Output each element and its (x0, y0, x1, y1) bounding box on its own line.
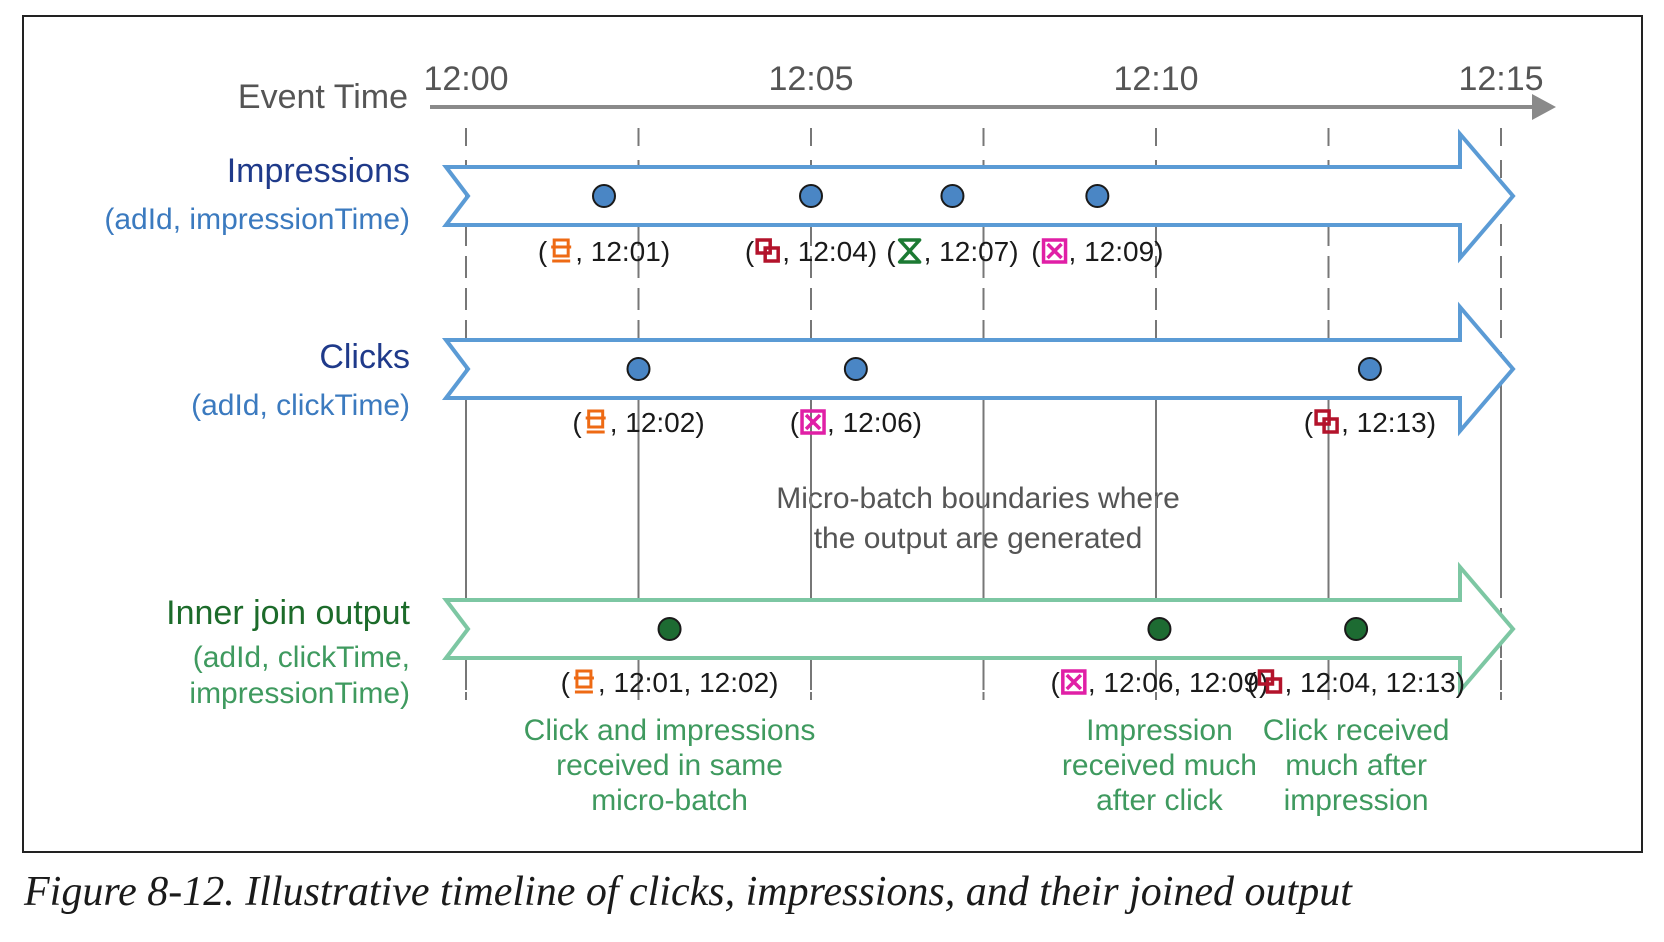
event-label: ( , 12:09) (1031, 236, 1163, 267)
output-lane-arrow (441, 561, 1516, 697)
output-note-line: much after (1285, 749, 1427, 782)
impressions-lane-arrow (441, 128, 1516, 264)
figure-caption: Figure 8-12. Illustrative timeline of cl… (24, 869, 1352, 915)
event-label-text: ( , 12:01) (538, 236, 670, 267)
overlapping-squares-icon-back (1322, 417, 1339, 434)
output-note-line: Click and impressions (524, 714, 816, 747)
event-dot (940, 184, 965, 208)
output-lane-subtitle-line1: (adId, clickTime, (193, 641, 410, 674)
axis-arrowhead (1532, 94, 1556, 120)
event-time: , 12:01, 12:02) (598, 667, 779, 698)
output-note-line: Click received (1263, 714, 1450, 747)
label-open-paren: ( (1031, 236, 1041, 267)
impressions-lane-subtitle: (adId, impressionTime) (104, 203, 410, 236)
clicks-lane-subtitle: (adId, clickTime) (191, 389, 410, 422)
axis-tick-label: 12:10 (1113, 60, 1198, 98)
crossed-box-icon (1061, 669, 1087, 695)
event-time: , 12:13) (1341, 407, 1436, 438)
event-time: , 12:04, 12:13) (1284, 667, 1465, 698)
output-lane-title: Inner join output (166, 594, 410, 632)
event-layer: ( , 12:01)( , 12:04)( , 12:07)( , 12:09)… (465, 128, 1502, 817)
event-time: , 12:02) (610, 407, 705, 438)
output-note-line: micro-batch (591, 784, 748, 817)
axis-tick-label: 12:05 (768, 60, 853, 98)
figure-frame (22, 15, 1643, 853)
event-time: , 12:06, 12:09) (1088, 667, 1269, 698)
overlapping-squares-icon-back (1265, 677, 1283, 694)
event-label: ( , 12:04) (745, 236, 877, 267)
event-label: ( , 12:01) (538, 236, 670, 267)
axis-label: Event Time (238, 78, 408, 116)
label-open-paren: ( (572, 407, 582, 438)
event-time: , 12:06) (827, 407, 922, 438)
crossed-box-icon (1041, 238, 1068, 264)
event-time: , 12:01) (575, 236, 670, 267)
output-note-line: impression (1284, 784, 1429, 817)
clicks-lane-title: Clicks (319, 338, 410, 376)
event-dot (657, 617, 682, 641)
label-open-paren: ( (745, 236, 755, 267)
crossed-box-icon-cross (1065, 673, 1083, 691)
impressions-lane-title: Impressions (227, 152, 410, 190)
event-label: ( , 12:07) (886, 236, 1018, 267)
clicks-lane-arrow (441, 301, 1516, 437)
event-dot (1344, 617, 1369, 641)
overlapping-squares-icon-back (763, 246, 780, 263)
output-note-line: received much (1062, 749, 1257, 782)
crossed-box-icon-cross (1046, 242, 1063, 260)
crossed-box-icon-cross (804, 413, 822, 431)
output-note-line: received in same (556, 749, 783, 782)
label-open-paren: ( (790, 407, 800, 438)
output-note-line: Impression (1086, 714, 1233, 747)
micro-batch-note-line2: the output are generated (814, 522, 1143, 555)
event-dot (592, 184, 616, 208)
label-open-paren: ( (1050, 667, 1060, 698)
event-dot (799, 184, 823, 208)
hourglass-icon (897, 238, 922, 264)
event-label: ( , 12:02) (572, 407, 704, 438)
event-dot (626, 357, 651, 381)
event-label-text: ( , 12:06, 12:09) (1050, 667, 1268, 698)
event-label: ( , 12:06) (790, 407, 922, 438)
event-label-text: ( , 12:04, 12:13) (1247, 667, 1465, 698)
output-note-line: after click (1096, 784, 1224, 817)
event-label-text: ( , 12:07) (886, 236, 1018, 267)
axis-tick-label: 12:00 (423, 60, 508, 98)
event-label: ( , 12:04, 12:13) (1247, 667, 1465, 698)
event-label-text: ( , 12:09) (1031, 236, 1163, 267)
event-dot (1147, 617, 1172, 641)
event-label-text: ( , 12:01, 12:02) (561, 667, 779, 698)
event-label-text: ( , 12:06) (790, 407, 922, 438)
event-label-text: ( , 12:04) (745, 236, 877, 267)
label-open-paren: ( (1247, 667, 1257, 698)
label-open-paren: ( (561, 667, 571, 698)
event-time: , 12:04) (782, 236, 877, 267)
event-label: ( , 12:13) (1304, 407, 1436, 438)
axis-tick-label: 12:15 (1458, 60, 1543, 98)
event-label: ( , 12:06, 12:09) (1050, 667, 1268, 698)
event-label: ( , 12:01, 12:02) (561, 667, 779, 698)
label-open-paren: ( (886, 236, 896, 267)
label-open-paren: ( (538, 236, 548, 267)
crossed-box-icon (800, 409, 826, 435)
axis-ticks: 12:00 12:05 12:10 12:15 (423, 60, 1543, 98)
output-lane-subtitle-line2: impressionTime) (189, 677, 410, 710)
event-label-text: ( , 12:13) (1304, 407, 1436, 438)
event-dot (1357, 357, 1382, 381)
event-label-text: ( , 12:02) (572, 407, 704, 438)
event-time: , 12:07) (924, 236, 1019, 267)
micro-batch-note-line1: Micro-batch boundaries where (776, 482, 1180, 515)
event-time: , 12:09) (1069, 236, 1164, 267)
label-open-paren: ( (1304, 407, 1314, 438)
event-dot (1085, 184, 1110, 208)
event-dot (843, 357, 868, 381)
